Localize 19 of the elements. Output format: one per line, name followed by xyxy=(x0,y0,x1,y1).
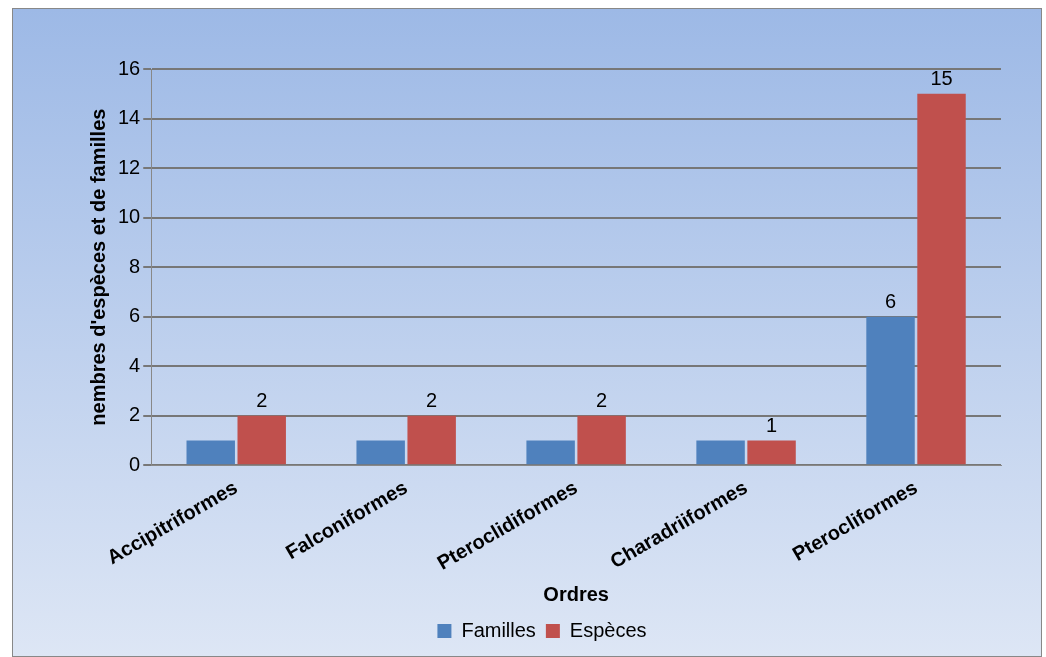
data-label: 1 xyxy=(766,414,778,437)
legend-label: Familles xyxy=(461,618,536,641)
data-label: 2 xyxy=(256,389,268,412)
data-label: 15 xyxy=(930,67,953,90)
y-tick-label: 0 xyxy=(129,452,141,475)
y-tick-label: 6 xyxy=(129,304,141,327)
y-tick-label: 10 xyxy=(118,205,141,228)
y-tick-label: 8 xyxy=(129,254,141,277)
legend-label: Espèces xyxy=(569,618,647,641)
y-tick-label: 2 xyxy=(129,403,141,426)
y-tick-label: 16 xyxy=(118,56,141,79)
y-tick-label: 14 xyxy=(118,106,141,129)
data-label: 6 xyxy=(884,290,897,313)
data-label: 2 xyxy=(596,389,608,412)
y-tick-label: 4 xyxy=(129,353,141,376)
data-label: 2 xyxy=(426,389,438,412)
y-axis-title: nembres d'espèces et de familles xyxy=(86,108,109,426)
y-tick-label: 12 xyxy=(118,155,141,178)
x-axis-title: Ordres xyxy=(543,582,609,605)
